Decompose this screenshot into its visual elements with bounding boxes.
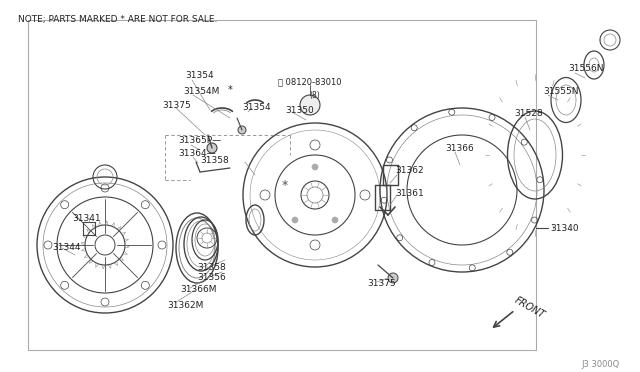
Text: J3 3000Q: J3 3000Q	[582, 360, 620, 369]
Text: (8): (8)	[310, 90, 321, 99]
Text: 31358: 31358	[200, 155, 228, 164]
Text: NOTE; PARTS MARKED * ARE NOT FOR SALE.: NOTE; PARTS MARKED * ARE NOT FOR SALE.	[18, 15, 218, 24]
Text: 31358: 31358	[197, 263, 226, 272]
Text: 31528: 31528	[514, 109, 543, 118]
Text: Ⓑ 08120-83010: Ⓑ 08120-83010	[278, 77, 342, 87]
Text: 31556N: 31556N	[568, 64, 604, 73]
Circle shape	[388, 273, 398, 283]
Text: 31361: 31361	[395, 189, 424, 198]
Text: FRONT: FRONT	[513, 295, 547, 321]
Text: 31344: 31344	[52, 244, 81, 253]
Text: 31356: 31356	[197, 273, 226, 282]
Circle shape	[312, 164, 318, 170]
Circle shape	[292, 217, 298, 223]
Text: 31555N: 31555N	[543, 87, 579, 96]
Text: 31341: 31341	[72, 214, 100, 222]
Text: 31375: 31375	[367, 279, 396, 288]
Circle shape	[332, 217, 338, 223]
Text: 31354: 31354	[185, 71, 214, 80]
Text: 31350: 31350	[285, 106, 314, 115]
Circle shape	[300, 95, 320, 115]
Text: 31364—: 31364—	[178, 148, 216, 157]
Text: *: *	[282, 179, 288, 192]
Text: 31362M: 31362M	[167, 301, 204, 310]
Circle shape	[207, 143, 217, 153]
Text: 31354: 31354	[242, 103, 271, 112]
Text: 31366: 31366	[445, 144, 474, 153]
Circle shape	[238, 126, 246, 134]
Text: 31362: 31362	[395, 166, 424, 174]
Text: 31340: 31340	[550, 224, 579, 232]
Text: 31354M: 31354M	[183, 87, 220, 96]
Text: 31375: 31375	[162, 100, 191, 109]
Text: 31366M: 31366M	[180, 285, 216, 295]
Text: *: *	[228, 85, 233, 95]
Text: 31365P—: 31365P—	[178, 135, 221, 144]
